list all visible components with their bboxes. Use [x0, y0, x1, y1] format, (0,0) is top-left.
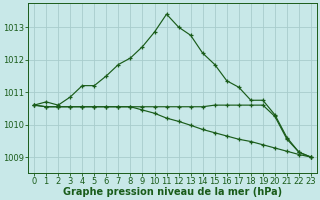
X-axis label: Graphe pression niveau de la mer (hPa): Graphe pression niveau de la mer (hPa) — [63, 187, 282, 197]
